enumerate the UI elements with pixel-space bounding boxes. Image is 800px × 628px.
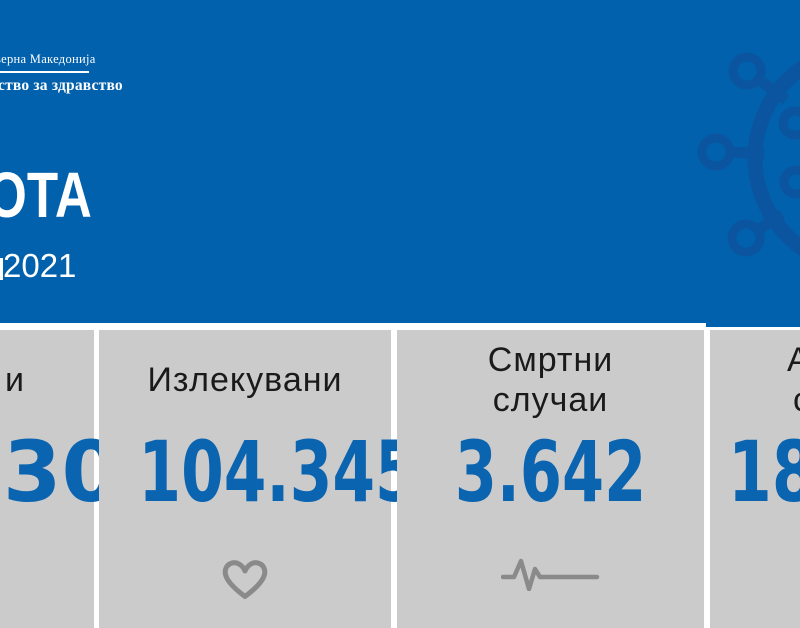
card-label: Излекувани	[99, 340, 391, 420]
card-label-line: с	[710, 380, 800, 420]
ministry-logo-name-line: ство за здравство	[0, 77, 123, 94]
card-label-line: А	[787, 341, 800, 379]
card-value: 30	[3, 423, 120, 521]
header: верна Македонија ство за здравство ОТА 2…	[0, 0, 800, 323]
card-label-line: случаи	[492, 381, 609, 419]
stat-card-deaths: Смртни случаи 3.642	[397, 330, 704, 628]
card-label-line: Смртни	[487, 341, 614, 379]
logo-divider	[0, 71, 89, 73]
card-value: 104.345	[138, 423, 418, 521]
card-value: 3.642	[454, 423, 647, 521]
stat-card-cutoff-right: А с 18	[710, 330, 800, 628]
page-title: ОТА	[0, 159, 92, 231]
card-label-line: Излекувани	[147, 361, 343, 399]
ekg-icon	[397, 555, 704, 591]
coronavirus-icon	[697, 52, 800, 257]
card-label: Смртни случаи	[397, 340, 704, 420]
stat-card-recovered: Излекувани 104.345	[99, 330, 418, 628]
stat-card-cutoff-left: и 30	[0, 330, 120, 628]
heart-icon	[99, 555, 391, 602]
date-cut-digit-fragment	[0, 258, 3, 280]
ministry-logo-country-line: верна Македонија	[0, 52, 96, 66]
header-step-right	[706, 323, 800, 327]
card-value: 18	[728, 423, 800, 521]
report-date: 2021	[3, 247, 77, 284]
card-label-line: и	[5, 361, 25, 399]
card-label: и	[0, 340, 94, 420]
card-label: А с	[710, 340, 800, 420]
